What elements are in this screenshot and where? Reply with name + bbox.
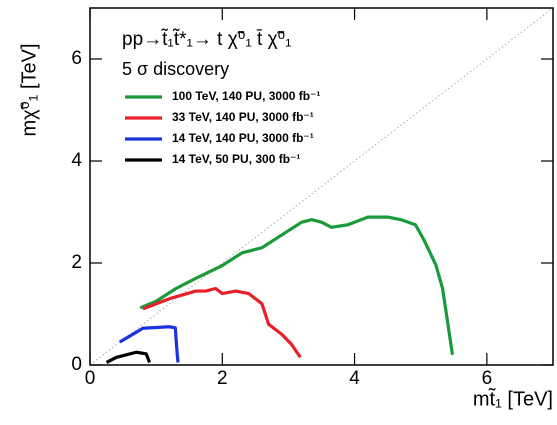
series-line xyxy=(139,215,455,356)
y-tick-label: 2 xyxy=(71,252,82,273)
x-axis-label: mt̃₁ [TeV] xyxy=(473,388,553,411)
chart-subtitle: 5 σ discovery xyxy=(122,59,229,79)
x-tick-label: 2 xyxy=(217,368,228,389)
series-line xyxy=(105,350,152,364)
x-tick-label: 0 xyxy=(85,368,96,389)
x-tick-label: 4 xyxy=(349,368,360,389)
series-line xyxy=(118,325,180,363)
x-tick-label: 6 xyxy=(482,368,493,389)
legend-label: 14 TeV, 140 PU, 3000 fb⁻¹ xyxy=(172,131,314,145)
legend-label: 33 TeV, 140 PU, 3000 fb⁻¹ xyxy=(172,110,314,124)
y-tick-label: 6 xyxy=(71,48,82,69)
legend-label: 14 TeV, 50 PU, 300 fb⁻¹ xyxy=(172,152,300,166)
y-tick-label: 0 xyxy=(71,354,82,375)
y-axis-label: mχ̃⁰₁ [TeV] xyxy=(18,43,40,136)
diagonal xyxy=(89,7,554,366)
series-line xyxy=(142,286,302,359)
legend-label: 100 TeV, 140 PU, 3000 fb⁻¹ xyxy=(172,89,320,103)
chart-title: pp→t̃₁t̃*₁→ t χ̃⁰₁ t̄ χ̃⁰₁ xyxy=(122,28,292,50)
plot-frame xyxy=(89,7,554,366)
y-tick-label: 4 xyxy=(71,150,82,171)
